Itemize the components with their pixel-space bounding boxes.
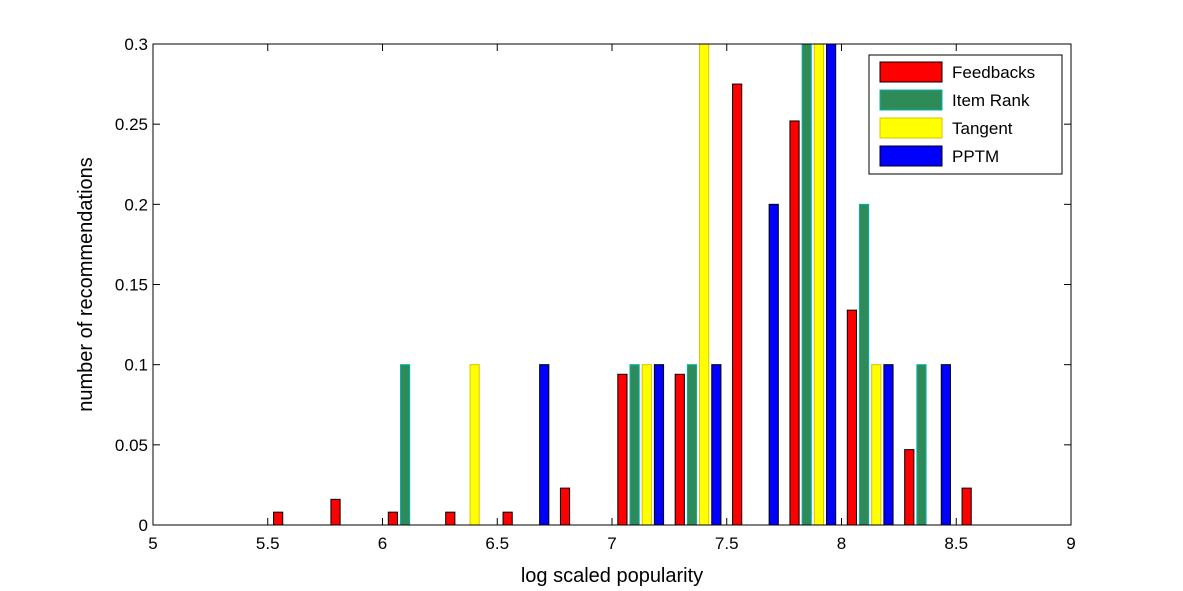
bar-feedbacks bbox=[846, 309, 857, 526]
bar-pptm bbox=[826, 43, 837, 526]
bar-tangent bbox=[813, 43, 824, 526]
legend-label: Feedbacks bbox=[952, 63, 1035, 82]
bar-feedbacks bbox=[273, 511, 284, 526]
x-tick-label: 5.5 bbox=[256, 534, 280, 553]
bar-feedbacks bbox=[617, 373, 628, 526]
x-tick-label: 9 bbox=[1066, 534, 1075, 553]
bar-feedbacks bbox=[904, 449, 915, 526]
legend-swatch bbox=[879, 117, 943, 139]
bar-feedbacks bbox=[559, 487, 571, 526]
x-tick-label: 7.5 bbox=[715, 534, 739, 553]
bar-pptm bbox=[711, 364, 722, 526]
y-tick-label: 0.1 bbox=[124, 356, 148, 375]
bar-pptm bbox=[768, 203, 779, 526]
bar-item-rank bbox=[801, 43, 812, 526]
bar-item-rank bbox=[916, 364, 927, 526]
y-tick-label: 0 bbox=[139, 516, 148, 535]
legend-swatch bbox=[879, 145, 943, 167]
bar-feedbacks bbox=[445, 511, 456, 526]
bar-pptm bbox=[653, 364, 665, 526]
x-tick-label: 8.5 bbox=[944, 534, 968, 553]
x-tick-label: 8 bbox=[837, 534, 846, 553]
y-axis-title: number of recommendations bbox=[75, 157, 97, 412]
bar-feedbacks bbox=[330, 498, 341, 526]
bar-feedbacks bbox=[732, 83, 743, 526]
y-tick-label: 0.05 bbox=[115, 436, 148, 455]
bar-tangent bbox=[699, 43, 710, 526]
x-tick-label: 7 bbox=[607, 534, 616, 553]
x-tick-label: 6.5 bbox=[485, 534, 509, 553]
bars-group bbox=[273, 43, 972, 526]
x-tick-label: 6 bbox=[378, 534, 387, 553]
bar-feedbacks bbox=[961, 487, 972, 526]
y-tick-label: 0.25 bbox=[115, 115, 148, 134]
legend-label: Tangent bbox=[952, 119, 1013, 138]
legend-swatch bbox=[879, 61, 943, 83]
bar-feedbacks bbox=[387, 511, 398, 526]
bar-feedbacks bbox=[674, 373, 685, 526]
bar-item-rank bbox=[400, 364, 411, 526]
bar-pptm bbox=[539, 364, 550, 526]
y-axis: 0 0.05 0.1 0.15 0.2 0.25 0.3 bbox=[115, 35, 1071, 535]
y-tick-label: 0.2 bbox=[124, 195, 148, 214]
y-tick-label: 0.3 bbox=[124, 35, 148, 54]
bar-item-rank bbox=[686, 364, 698, 526]
legend-swatch bbox=[879, 89, 943, 111]
bar-tangent bbox=[641, 364, 652, 526]
x-tick-label: 5 bbox=[148, 534, 157, 553]
bar-feedbacks bbox=[789, 120, 800, 526]
legend-label: Item Rank bbox=[952, 91, 1030, 110]
y-tick-label: 0.15 bbox=[115, 276, 148, 295]
bar-item-rank bbox=[859, 203, 870, 526]
legend-label: PPTM bbox=[952, 147, 999, 166]
legend: Feedbacks Item Rank Tangent PPTM bbox=[868, 54, 1063, 175]
bar-item-rank bbox=[629, 364, 640, 526]
bar-pptm bbox=[940, 364, 951, 526]
bar-tangent bbox=[469, 364, 480, 526]
bar-feedbacks bbox=[502, 511, 513, 526]
x-axis-title: log scaled popularity bbox=[521, 565, 703, 587]
bar-tangent bbox=[871, 364, 882, 526]
bar-pptm bbox=[883, 364, 894, 526]
x-axis: 5 5.5 6 6.5 7 7.5 8 8.5 9 bbox=[148, 44, 1076, 553]
